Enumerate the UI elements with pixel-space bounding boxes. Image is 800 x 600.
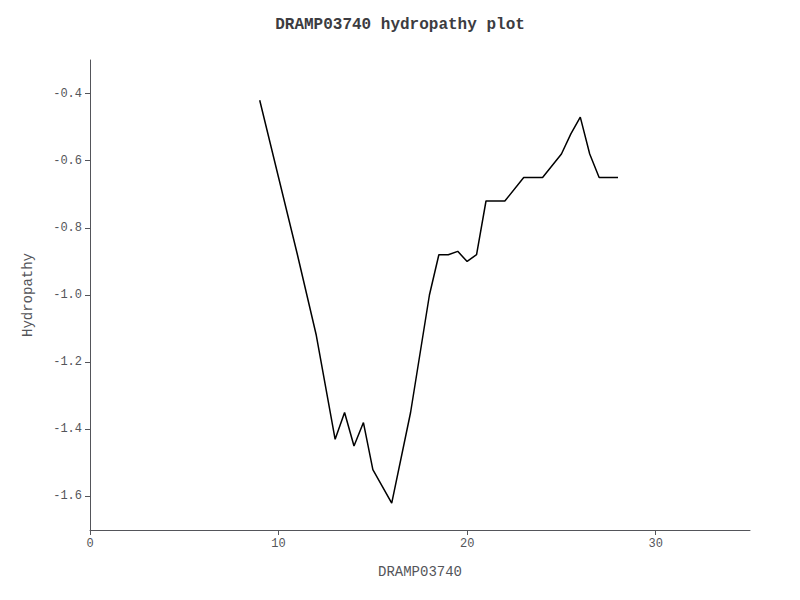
svg-text:Hydropathy: Hydropathy: [20, 253, 36, 337]
svg-text:-1.0: -1.0: [53, 288, 82, 302]
svg-text:-0.6: -0.6: [53, 154, 82, 168]
svg-text:-0.4: -0.4: [53, 87, 82, 101]
svg-text:DRAMP03740 hydropathy plot: DRAMP03740 hydropathy plot: [275, 16, 525, 34]
svg-text:-1.6: -1.6: [53, 489, 82, 503]
svg-text:10: 10: [271, 537, 285, 551]
svg-text:DRAMP03740: DRAMP03740: [378, 564, 462, 580]
svg-text:-0.8: -0.8: [53, 221, 82, 235]
svg-text:20: 20: [460, 537, 474, 551]
svg-text:-1.4: -1.4: [53, 422, 82, 436]
svg-text:-1.2: -1.2: [53, 355, 82, 369]
svg-text:30: 30: [649, 537, 663, 551]
svg-text:0: 0: [86, 537, 93, 551]
